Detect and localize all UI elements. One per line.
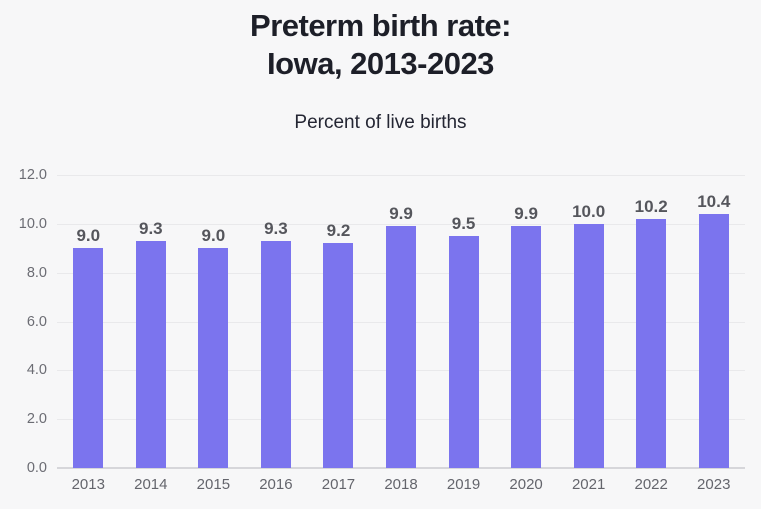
x-axis-tick-label: 2020: [509, 476, 543, 493]
x-axis-labels: 2013 2014 2015 2016 2017 2018 2019 2020 2021 2022…: [57, 476, 745, 493]
bar-slot: 9.0: [57, 227, 120, 468]
y-axis-labels: 12.0 10.0 8.0 6.0 4.0 2.0 0.0: [0, 167, 47, 476]
bar-value-label: 9.0: [76, 226, 101, 246]
bar-value-label: 10.4: [697, 192, 731, 212]
x-axis-tick-label: 2022: [634, 476, 668, 493]
y-axis-tick-label: 0.0: [26, 460, 47, 476]
x-axis-tick-label: 2023: [697, 476, 731, 493]
gridline: [57, 175, 745, 176]
chart-title-line1: Preterm birth rate:: [250, 8, 511, 43]
bar-slot: 10.0: [557, 203, 620, 468]
x-axis-tick-label: 2017: [321, 476, 356, 493]
bar-value-label: 9.3: [139, 218, 163, 238]
bar: [698, 214, 729, 468]
chart-title-line2: Iowa, 2013-2023: [267, 46, 494, 81]
bar-slot: 9.5: [432, 215, 495, 468]
bar-slot: 10.4: [682, 193, 745, 468]
bar-value-label: 9.5: [451, 214, 476, 234]
bar-value-label: 10.2: [634, 196, 668, 216]
x-axis-tick-label: 2018: [384, 476, 418, 493]
bar: [73, 248, 104, 468]
bar: [386, 226, 416, 468]
bar-value-label: 9.2: [326, 221, 351, 241]
y-axis-tick-label: 6.0: [26, 313, 47, 330]
bar-slot: 9.0: [182, 227, 245, 468]
bar-chart: 12.0 10.0 8.0 6.0 4.0 2.0 0.0 9.0 9.3 9.0 9.3 9.2 9…: [0, 167, 761, 505]
y-axis-tick-label: 2.0: [26, 411, 47, 428]
bar-slot: 9.9: [495, 205, 558, 468]
y-axis-tick-label: 12.0: [18, 167, 47, 183]
bar-value-label: 9.3: [264, 218, 288, 238]
y-axis-tick-label: 4.0: [26, 362, 47, 379]
x-axis-tick-label: 2016: [259, 476, 293, 493]
bar-slot: 9.3: [120, 220, 183, 468]
bar: [448, 236, 479, 468]
bar: [198, 248, 229, 468]
bar-value-label: 9.9: [389, 204, 413, 224]
chart-title: Preterm birth rate: Iowa, 2013-2023: [0, 7, 761, 83]
bar-slot: 9.3: [245, 220, 308, 468]
bar-value-label: 9.9: [514, 204, 538, 224]
bar: [135, 240, 166, 468]
bar-value-label: 9.0: [201, 226, 226, 246]
bars-container: 9.0 9.3 9.0 9.3 9.2 9.9 9.5 9.9 10.0 10.2 10.4: [57, 175, 745, 468]
bar: [260, 240, 291, 468]
bar: [636, 218, 667, 468]
x-axis-tick-label: 2014: [134, 476, 168, 493]
y-axis-tick-label: 8.0: [26, 264, 47, 281]
bar-slot: 9.2: [307, 222, 370, 468]
y-axis-tick-label: 10.0: [18, 215, 47, 232]
chart-subtitle: Percent of live births: [294, 112, 467, 133]
x-axis-tick-label: 2021: [571, 476, 606, 493]
x-axis-tick-label: 2019: [446, 476, 481, 493]
plot-area: 9.0 9.3 9.0 9.3 9.2 9.9 9.5 9.9 10.0 10.2 10.4: [57, 175, 745, 469]
bar: [573, 223, 604, 468]
x-axis-tick-label: 2013: [71, 476, 105, 493]
bar: [323, 243, 354, 468]
bar: [511, 226, 542, 468]
x-axis-baseline: [57, 467, 745, 469]
x-axis-tick-label: 2015: [196, 476, 231, 493]
bar-slot: 10.2: [620, 198, 683, 468]
bar-slot: 9.9: [370, 205, 433, 468]
bar-value-label: 10.0: [572, 201, 606, 221]
gridline: [57, 223, 745, 225]
